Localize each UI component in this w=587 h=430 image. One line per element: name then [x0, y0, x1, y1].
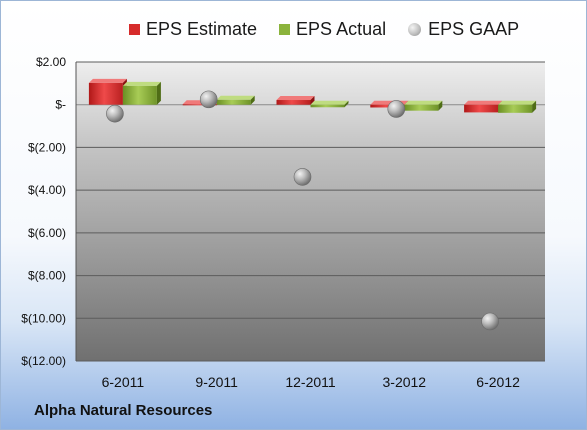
- y-tick-label: $(4.00): [28, 183, 66, 197]
- eps-estimate-bar-front: [88, 82, 123, 105]
- eps-gaap-point: [293, 168, 312, 186]
- x-tick-label: 3-2012: [383, 374, 427, 390]
- legend-label-eps-actual: EPS Actual: [296, 18, 387, 39]
- x-tick-label: 12-2011: [285, 374, 336, 390]
- eps-actual-bar-front: [498, 104, 533, 113]
- x-tick-label: 6-2011: [102, 374, 145, 390]
- eps-actual-bar-top: [216, 95, 255, 100]
- y-tick-label: $(10.00): [21, 311, 66, 325]
- eps-gaap-point: [106, 104, 124, 123]
- y-tick-label: $-: [55, 98, 66, 112]
- eps-estimate-bar-front: [182, 104, 217, 106]
- eps-actual-bar-top: [122, 81, 161, 86]
- eps-estimate-bar: [464, 100, 503, 113]
- eps-estimate-bar-top: [276, 96, 315, 101]
- eps-estimate-bar-top: [88, 78, 127, 83]
- legend-label-eps-estimate: EPS Estimate: [146, 18, 258, 39]
- eps-actual-bar-side: [438, 100, 443, 111]
- eps-gaap-point: [387, 100, 406, 118]
- legend-swatch-eps-actual: [279, 23, 291, 35]
- y-tick-label: $(6.00): [28, 226, 66, 240]
- eps-gaap-point: [199, 90, 218, 109]
- x-tick-label: 9-2011: [195, 374, 238, 390]
- legend-label-eps-gaap: EPS GAAP: [428, 18, 520, 39]
- eps-actual-bar-front: [216, 99, 251, 105]
- eps-actual-bar: [498, 100, 537, 113]
- company-name: Alpha Natural Resources: [34, 402, 213, 419]
- eps-estimate-bar-front: [370, 104, 405, 108]
- y-tick-label: $(8.00): [28, 269, 66, 283]
- legend-item-eps-actual: EPS Actual: [279, 19, 386, 40]
- eps-actual-bar-top: [310, 100, 349, 105]
- legend-item-eps-gaap: EPS GAAP: [408, 19, 519, 40]
- eps-actual-bar-top: [498, 100, 537, 105]
- eps-actual-bar-side: [344, 100, 349, 108]
- eps-estimate-bar: [88, 78, 127, 105]
- legend-item-eps-estimate: EPS Estimate: [129, 19, 257, 40]
- x-tick-label: 6-2012: [476, 374, 520, 390]
- eps-actual-bar: [310, 100, 349, 108]
- eps-gaap-point: [481, 312, 499, 331]
- eps-actual-bar-front: [310, 104, 345, 108]
- eps-actual-bar-front: [122, 85, 157, 105]
- eps-actual-bar-side: [156, 81, 161, 105]
- eps-actual-bar: [216, 95, 255, 105]
- eps-estimate-bar-front: [464, 104, 499, 113]
- legend: EPS Estimate EPS Actual EPS GAAP: [129, 17, 541, 41]
- legend-marker-eps-gaap: [408, 22, 422, 36]
- legend-swatch-eps-estimate: [129, 23, 140, 35]
- eps-actual-bar-top: [404, 100, 443, 105]
- eps-actual-bar-side: [532, 100, 537, 113]
- eps-actual-bar: [404, 100, 443, 111]
- chart-plot: $2.00 $- $(2.00) $(4.00) $(6.00) $(8.00) $(10.…: [21, 55, 545, 390]
- y-tick-label: $(12.00): [21, 354, 66, 368]
- eps-estimate-bar-front: [276, 100, 311, 105]
- eps-estimate-bar-side: [310, 96, 315, 105]
- eps-actual-bar: [122, 81, 161, 105]
- eps-actual-bar-side: [250, 95, 255, 105]
- eps-estimate-bar: [276, 96, 315, 105]
- eps-actual-bar-front: [404, 104, 439, 111]
- eps-estimate-bar-top: [464, 100, 503, 105]
- y-tick-label: $2.00: [36, 55, 66, 69]
- y-tick-label: $(2.00): [28, 140, 66, 154]
